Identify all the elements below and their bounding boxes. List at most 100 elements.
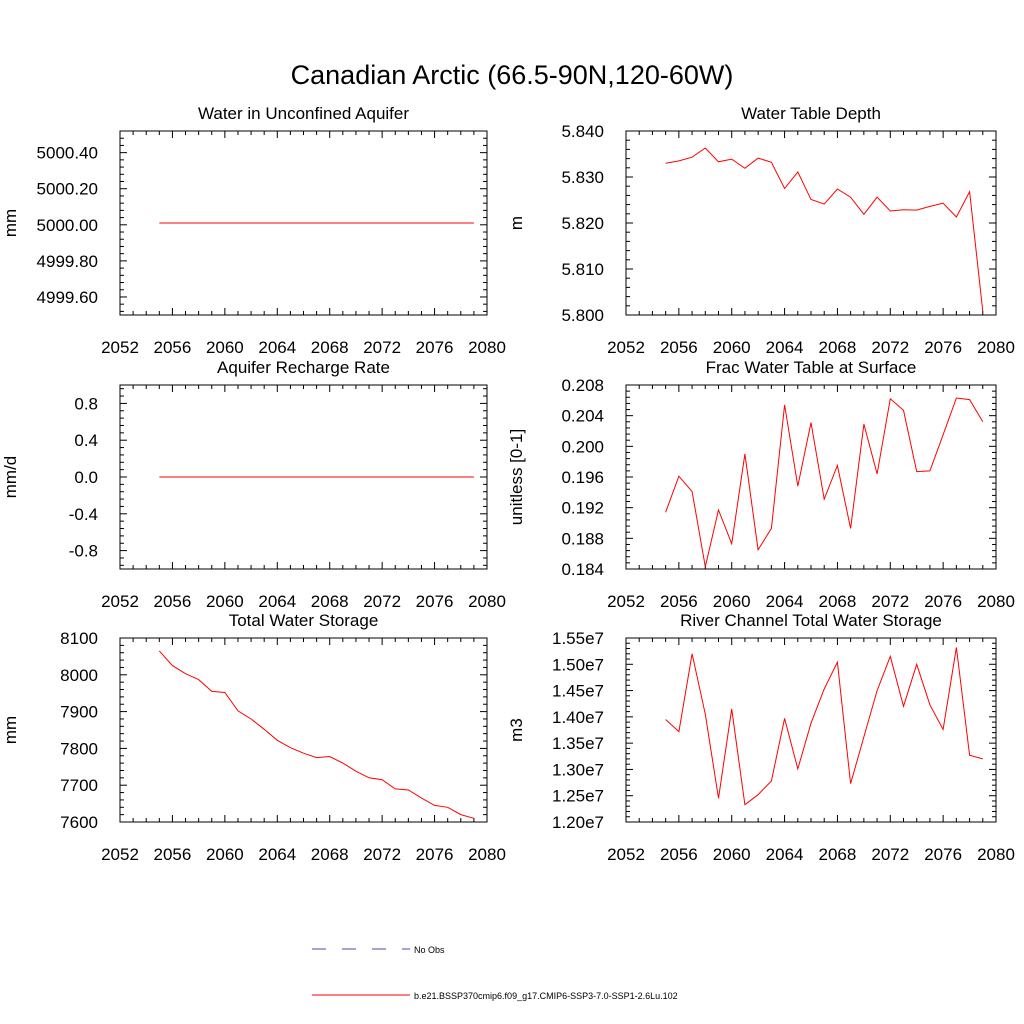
y-tick-label: 0.188 <box>561 529 604 548</box>
x-tick-label: 2060 <box>713 338 751 357</box>
plot-frame <box>625 384 997 570</box>
x-tick-label: 2072 <box>871 338 909 357</box>
x-tick-label: 2068 <box>819 845 857 864</box>
x-tick-label: 2064 <box>258 338 296 357</box>
y-tick-label: 0.200 <box>561 437 604 456</box>
x-tick-label: 2068 <box>819 592 857 611</box>
series-line-1 <box>665 147 984 312</box>
y-tick-label: 7900 <box>60 703 98 722</box>
x-tick-label: 2068 <box>311 845 349 864</box>
x-tick-label: 2068 <box>819 338 857 357</box>
y-tick-label: 0.192 <box>561 499 604 518</box>
panel-1: Water in Unconfined Aquifer mm 2052 2056 206… <box>1 104 506 357</box>
series-line-1 <box>665 397 984 567</box>
x-tick-label: 2060 <box>713 845 751 864</box>
y-axis-label: unitless [0-1] <box>507 429 526 525</box>
y-tick-label: 5000.40 <box>37 144 98 163</box>
x-tick-label: 2076 <box>924 338 962 357</box>
panel-3: Aquifer Recharge Rate mm/d 2052 2056 2060 206… <box>1 358 506 611</box>
y-tick-label: 5000.20 <box>37 180 98 199</box>
x-tick-label: 2076 <box>416 845 454 864</box>
y-tick-label: 1.30e7 <box>552 760 604 779</box>
x-tick-label: 2052 <box>101 845 139 864</box>
y-tick-label: 1.25e7 <box>552 787 604 806</box>
x-tick-label: 2072 <box>363 338 401 357</box>
panel-4: Frac Water Table at Surface unitless [0-1… <box>507 358 1015 611</box>
y-tick-label: 1.40e7 <box>552 708 604 727</box>
y-tick-label: 1.20e7 <box>552 813 604 832</box>
y-tick-label: 5.840 <box>561 122 604 141</box>
y-tick-label: 7600 <box>60 813 98 832</box>
x-tick-label: 2076 <box>416 338 454 357</box>
panel-5: Total Water Storage mm 2052 2056 2060 2064 206… <box>1 611 506 864</box>
y-tick-label: 0.184 <box>561 560 604 579</box>
legend: No Obs b.e21.BSSP370cmip6.f09_g17.CMIP6-… <box>312 945 678 1001</box>
y-tick-label: 0.208 <box>561 376 604 395</box>
x-tick-label: 2056 <box>154 338 192 357</box>
panel-title: Aquifer Recharge Rate <box>217 358 390 377</box>
x-tick-label: 2052 <box>607 592 645 611</box>
y-tick-label: 8100 <box>60 629 98 648</box>
panel-title: Water in Unconfined Aquifer <box>198 104 409 123</box>
y-tick-label: 4999.80 <box>37 252 98 271</box>
series-line-1 <box>158 650 475 819</box>
y-tick-label: 5.830 <box>561 168 604 187</box>
x-tick-label: 2068 <box>311 592 349 611</box>
x-tick-label: 2076 <box>924 592 962 611</box>
panel-6: River Channel Total Water Storage m3 2052 2… <box>507 611 1015 864</box>
panel-2: Water Table Depth m 2052 2056 2060 2064 2068 20… <box>507 104 1015 357</box>
x-tick-label: 2076 <box>416 592 454 611</box>
x-tick-label: 2060 <box>206 338 244 357</box>
x-tick-label: 2072 <box>871 845 909 864</box>
y-tick-label: 1.50e7 <box>552 655 604 674</box>
plot-frame <box>625 130 997 316</box>
y-tick-label: 0.196 <box>561 468 604 487</box>
y-axis-label: mm/d <box>1 456 20 499</box>
y-tick-label: 7700 <box>60 776 98 795</box>
series-line-1 <box>665 647 983 806</box>
y-tick-label: 1.45e7 <box>552 682 604 701</box>
y-tick-label: 0.8 <box>74 394 98 413</box>
panels: Water in Unconfined Aquifer mm 2052 2056 206… <box>1 104 1015 864</box>
x-tick-label: 2072 <box>363 592 401 611</box>
x-tick-label: 2080 <box>468 592 506 611</box>
y-tick-label: 1.35e7 <box>552 734 604 753</box>
y-axis-label: m <box>507 216 526 230</box>
panel-title: Frac Water Table at Surface <box>706 358 917 377</box>
x-tick-label: 2080 <box>977 592 1015 611</box>
x-tick-label: 2076 <box>924 845 962 864</box>
x-tick-label: 2060 <box>206 592 244 611</box>
y-tick-label: 5.820 <box>561 214 604 233</box>
x-tick-label: 2064 <box>258 845 296 864</box>
y-tick-label: 0.4 <box>74 431 98 450</box>
y-axis-label: mm <box>1 716 20 744</box>
x-tick-label: 2056 <box>154 592 192 611</box>
x-tick-label: 2056 <box>660 338 698 357</box>
x-tick-label: 2060 <box>206 845 244 864</box>
x-tick-label: 2064 <box>258 592 296 611</box>
y-tick-label: 5000.00 <box>37 216 98 235</box>
x-tick-label: 2064 <box>766 845 804 864</box>
x-tick-label: 2064 <box>766 592 804 611</box>
x-tick-label: 2080 <box>977 845 1015 864</box>
panel-title: River Channel Total Water Storage <box>680 611 942 630</box>
x-tick-label: 2052 <box>101 592 139 611</box>
x-tick-label: 2064 <box>766 338 804 357</box>
x-tick-label: 2056 <box>660 845 698 864</box>
x-tick-label: 2080 <box>468 338 506 357</box>
plot-frame <box>625 637 997 823</box>
x-tick-label: 2056 <box>660 592 698 611</box>
x-tick-label: 2072 <box>363 845 401 864</box>
y-axis-label: m3 <box>507 718 526 742</box>
x-tick-label: 2052 <box>607 845 645 864</box>
x-tick-label: 2080 <box>977 338 1015 357</box>
y-tick-label: 1.55e7 <box>552 629 604 648</box>
y-tick-label: 7800 <box>60 739 98 758</box>
y-axis-label: mm <box>1 209 20 237</box>
x-tick-label: 2056 <box>154 845 192 864</box>
x-tick-label: 2080 <box>468 845 506 864</box>
y-tick-label: -0.4 <box>69 505 98 524</box>
x-tick-label: 2072 <box>871 592 909 611</box>
panel-title: Total Water Storage <box>229 611 379 630</box>
